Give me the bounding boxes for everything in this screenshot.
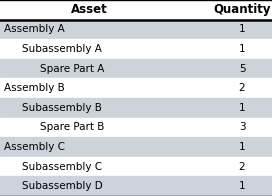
Text: 1: 1 [239,103,245,113]
Bar [0,78,272,98]
Text: Assembly A: Assembly A [4,24,65,34]
Bar [0,59,272,78]
Bar [0,137,272,157]
Text: Subassembly C: Subassembly C [22,162,102,172]
Text: 3: 3 [239,122,245,132]
Text: Subassembly A: Subassembly A [22,44,102,54]
Bar [0,39,272,59]
Bar [0,157,272,176]
Text: Subassembly B: Subassembly B [22,103,102,113]
Bar [0,118,272,137]
Text: 2: 2 [239,162,245,172]
Text: Subassembly D: Subassembly D [22,181,103,191]
Text: Asset: Asset [71,3,108,16]
Bar [0,98,272,118]
Text: 1: 1 [239,142,245,152]
Text: 2: 2 [239,83,245,93]
Text: 1: 1 [239,181,245,191]
Text: 1: 1 [239,44,245,54]
Bar [0,176,272,196]
Text: Spare Part B: Spare Part B [40,122,104,132]
Text: Assembly B: Assembly B [4,83,65,93]
Text: Assembly C: Assembly C [4,142,65,152]
Text: Quantity: Quantity [213,3,271,16]
Text: 1: 1 [239,24,245,34]
Text: 5: 5 [239,64,245,74]
Bar [0,0,272,20]
Text: Spare Part A: Spare Part A [40,64,104,74]
Bar [0,20,272,39]
